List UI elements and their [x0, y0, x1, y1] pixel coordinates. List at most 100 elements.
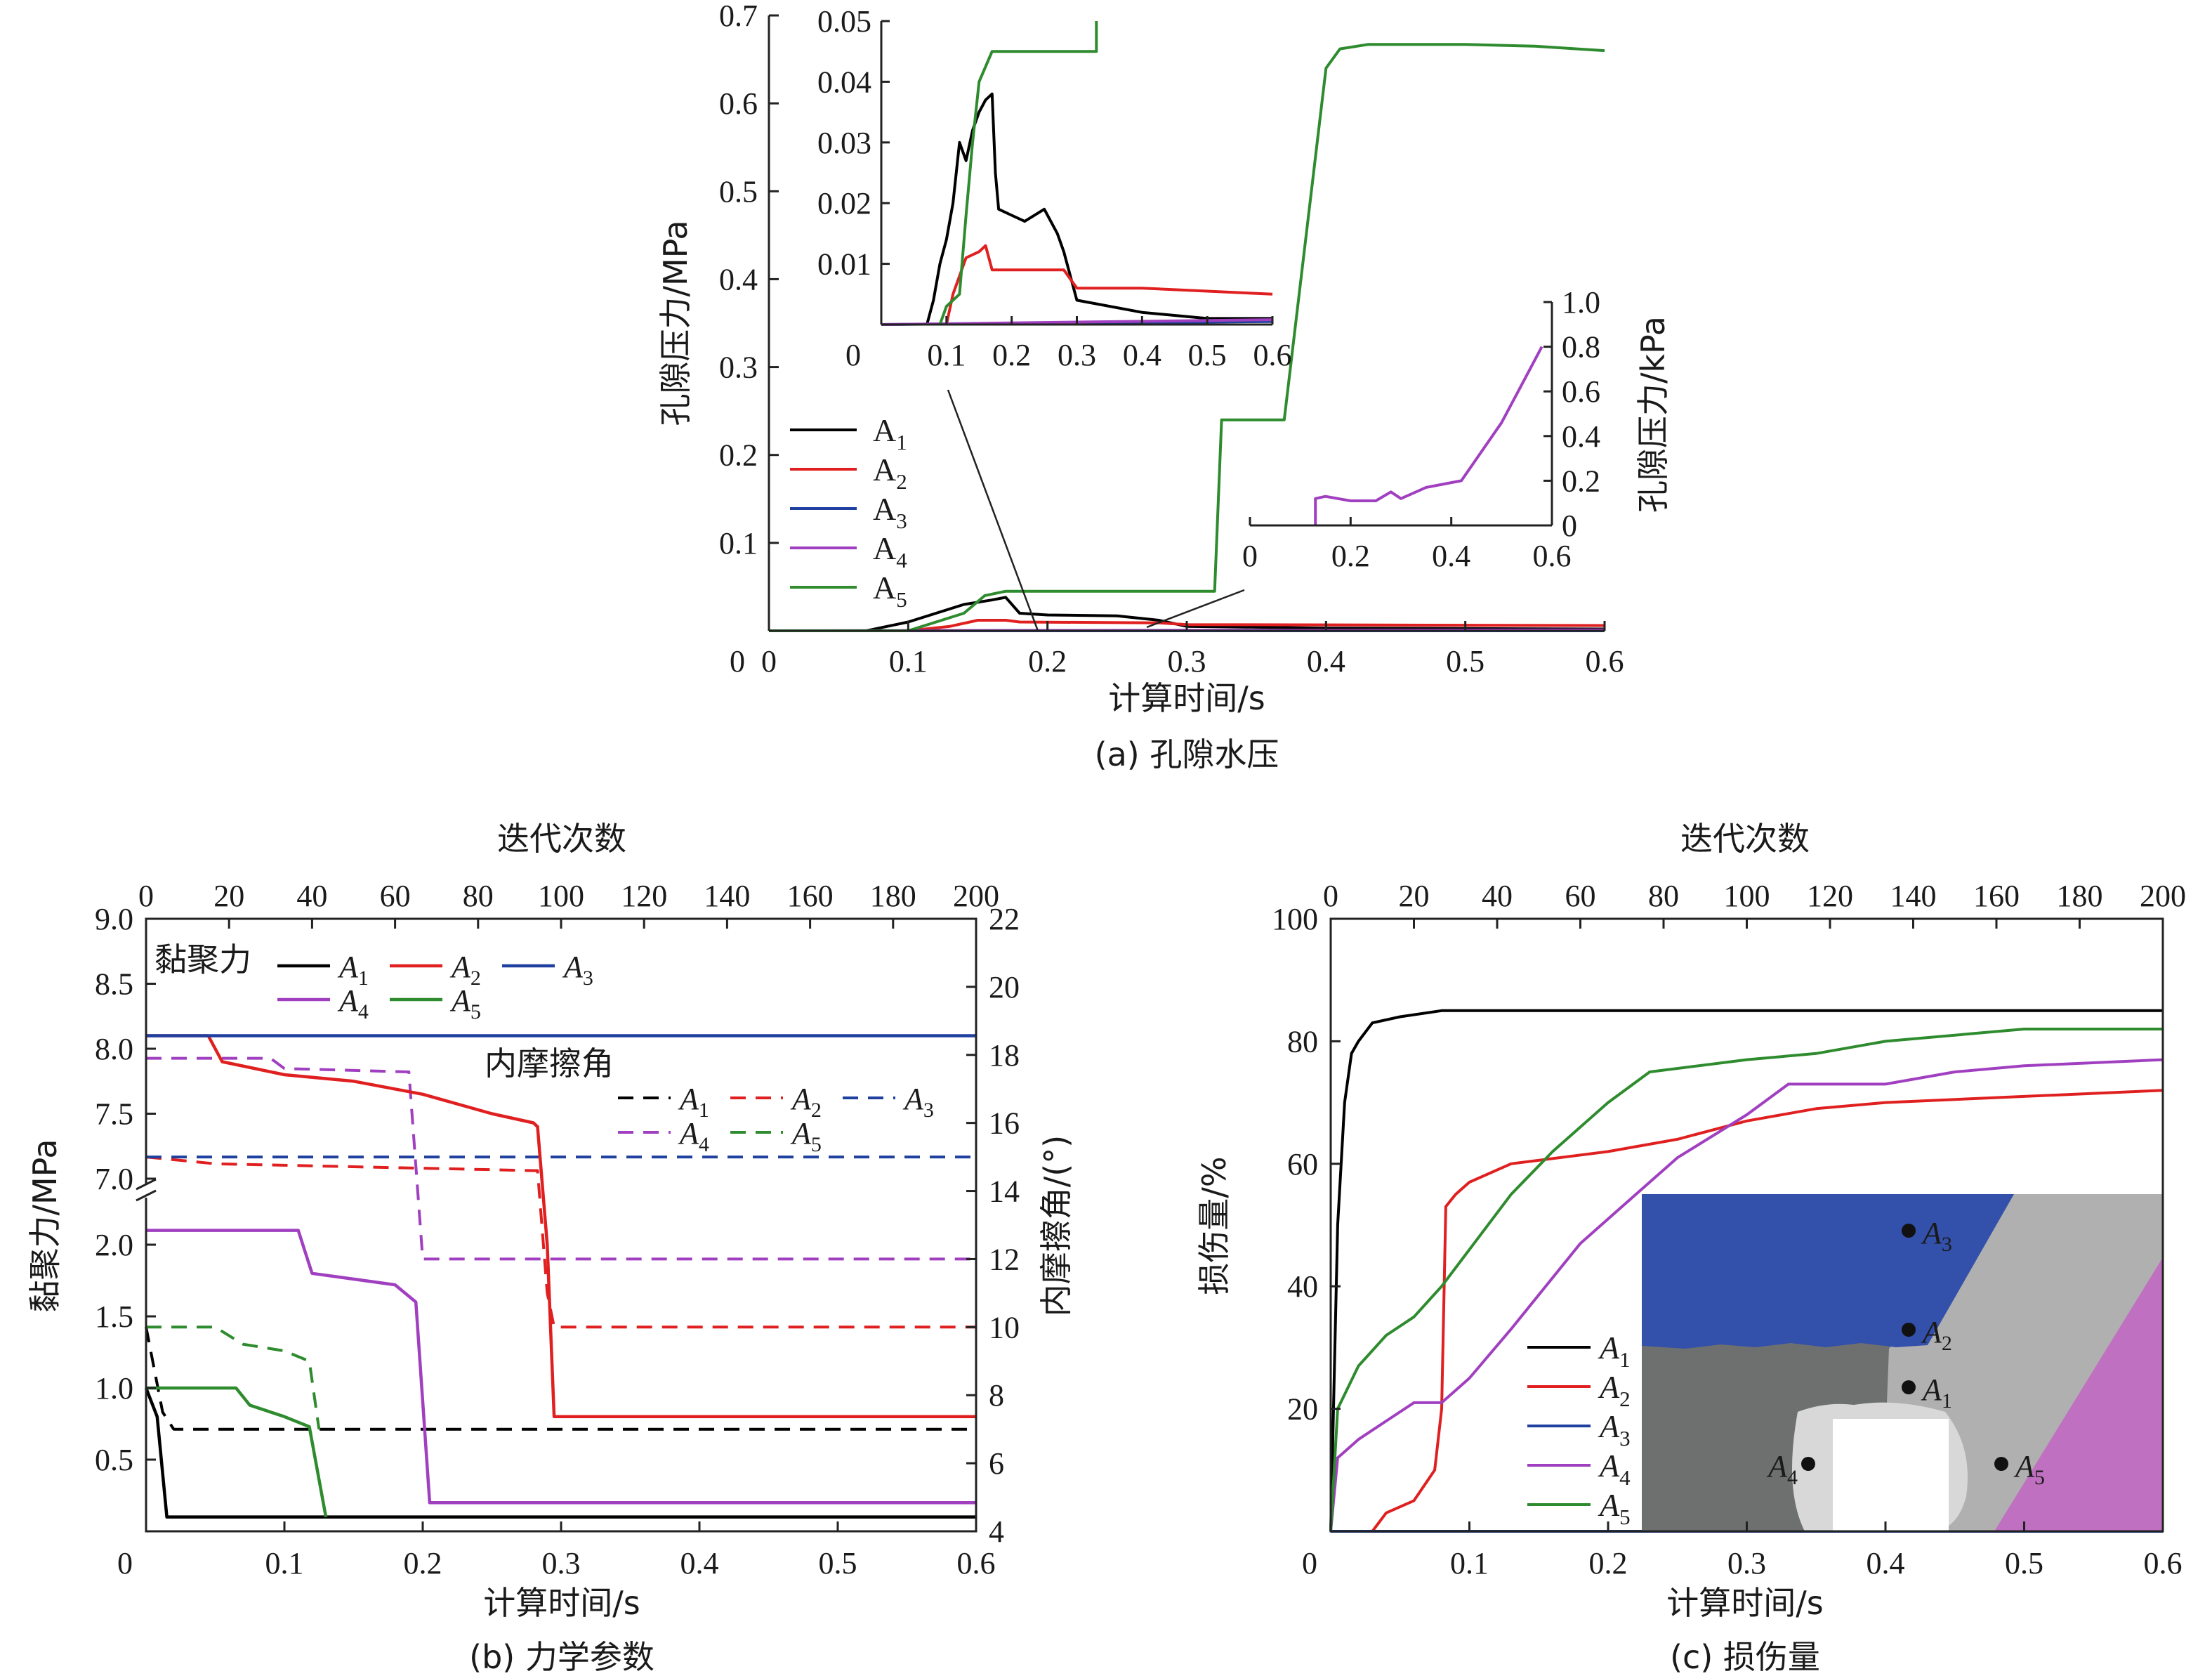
inset1-y-tick-label: 0.05 [817, 4, 871, 39]
series-line-A4 [1329, 1058, 2164, 1532]
caption-b: (b) 力学参数 [469, 1638, 654, 1676]
inset1-x-tick-label: 0.2 [992, 338, 1031, 372]
inset1-y-tick-label: 0.01 [817, 247, 871, 282]
legend-label-A2: A2 [1598, 1369, 1631, 1411]
legend-cohesion-label-A4: A4 [337, 983, 369, 1023]
y2-tick-label: 16 [989, 1106, 1020, 1141]
y2-tick-label: 14 [989, 1174, 1020, 1209]
damage-map-blue-zone [1642, 1194, 2014, 1349]
x-origin-label: 0 [117, 1546, 133, 1580]
inset1-x-tick-label: 0.6 [1253, 338, 1292, 372]
zoom-connector [1146, 589, 1245, 629]
legend-label-A5: A5 [873, 570, 907, 612]
series-line-A1 [1329, 1009, 2163, 1532]
inset2-y-tick-label: 0.6 [1562, 374, 1600, 409]
y2-axis-label: 内摩擦角/(°) [1037, 1135, 1075, 1316]
x2-tick-label: 120 [621, 879, 667, 913]
inset2-line-A4 [1314, 346, 1543, 525]
inset2-y-tick-label: 0.8 [1562, 330, 1600, 365]
x-tick-label: 0.5 [819, 1546, 857, 1580]
inset1-y-tick-label: 0.04 [817, 65, 871, 99]
y-axis-label: 黏聚力/MPa [26, 1139, 64, 1312]
x2-tick-label: 140 [1890, 879, 1937, 913]
legend-cohesion-label-A1: A1 [337, 950, 369, 990]
y-tick-label: 0.2 [719, 438, 758, 473]
x-tick-label: 0.2 [1589, 1546, 1628, 1580]
axis-break-mark [136, 1178, 157, 1191]
x-tick-label: 0.3 [542, 1546, 581, 1580]
monitor-point-label-A1: A1 [1921, 1373, 1952, 1413]
x2-tick-label: 80 [463, 879, 494, 913]
x2-tick-label: 20 [213, 879, 244, 913]
x2-tick-label: 0 [1323, 879, 1338, 913]
x2-tick-label: 20 [1399, 879, 1430, 913]
x2-axis-label: 迭代次数 [1680, 820, 1810, 858]
caption-c: (c) 损伤量 [1670, 1638, 1820, 1676]
inset1-y-tick-label: 0.03 [817, 126, 871, 160]
legend-friction-label-A2: A2 [790, 1082, 822, 1122]
monitor-point-label-A5: A5 [2013, 1449, 2045, 1489]
inset2-y-axis-label: 孔隙压力/kPa [1634, 316, 1672, 513]
friction-line-A4 [146, 1056, 976, 1261]
x-tick-label: 0.2 [404, 1546, 442, 1580]
x2-tick-label: 60 [1565, 879, 1596, 913]
inset2-x-tick-label: 0.4 [1432, 539, 1470, 573]
x-tick-label: 0.3 [1727, 1546, 1766, 1580]
inset2-y-tick-label: 0.4 [1562, 419, 1600, 454]
x2-tick-label: 160 [787, 879, 834, 913]
y2-tick-label: 8 [989, 1378, 1004, 1413]
legend-label-A2: A2 [873, 452, 907, 494]
inset1-background [881, 15, 1275, 326]
inset2-x-tick-label: 0 [1242, 539, 1258, 573]
x2-tick-label: 200 [2140, 879, 2186, 913]
legend-cohesion-label-A3: A3 [562, 950, 593, 990]
x-tick-label: 0.5 [1446, 644, 1484, 679]
legend-label-A4: A4 [1598, 1448, 1631, 1490]
monitor-point-label-A2: A2 [1921, 1315, 1952, 1355]
plot-frame [145, 917, 977, 1533]
inset1-x-tick-label: 0.4 [1123, 338, 1161, 372]
chart-a-pore-pressure: 0 0.1 0.2 0.3 0.4 0.5 0.6 0.1 0.2 0.3 0.4 0.5 0.6 0.7… [657, 0, 1672, 773]
y-tick-label: 80 [1287, 1024, 1318, 1059]
series-line-A2 [1331, 1089, 2164, 1533]
x-tick-label: 0.6 [1586, 644, 1624, 679]
inset1-x-tick-label: 0.1 [927, 338, 966, 372]
legend-cohesion-title: 黏聚力 [154, 941, 251, 978]
x2-tick-label: 140 [704, 879, 750, 913]
inset1-line-A5 [938, 21, 1098, 325]
y-tick-label: 0.7 [719, 0, 758, 33]
x2-tick-label: 60 [380, 879, 411, 913]
x2-axis-label: 迭代次数 [497, 820, 626, 858]
inset1-origin-label: 0 [845, 338, 861, 372]
legend-friction-label-A1: A1 [678, 1082, 709, 1122]
y-tick-label: 1.0 [95, 1371, 133, 1406]
zoom-connector [947, 389, 1039, 631]
series-line-A5 [1329, 1028, 2163, 1532]
y2-tick-label: 18 [989, 1038, 1020, 1073]
legend-friction-label-A5: A5 [790, 1116, 822, 1156]
monitor-point-A3 [1902, 1224, 1916, 1238]
y-tick-label: 0.6 [719, 86, 758, 121]
y-tick-label: 0.3 [719, 351, 758, 385]
cohesion-line-A2 [146, 1034, 976, 1419]
y-tick-label: 40 [1287, 1269, 1318, 1304]
axis-break-mark [136, 1189, 157, 1202]
y-tick-label: 8.0 [95, 1032, 133, 1066]
x2-tick-label: 40 [1482, 879, 1513, 913]
y-tick-label: 60 [1287, 1147, 1318, 1181]
x2-tick-label: 200 [953, 879, 999, 913]
x-tick-label: 0 [761, 644, 777, 679]
caption-a: (a) 孔隙水压 [1095, 735, 1279, 773]
x-tick-label: 0.1 [265, 1546, 304, 1580]
x-tick-label: 0.2 [1028, 644, 1067, 679]
x-tick-label: 0.6 [2144, 1546, 2183, 1580]
cohesion-line-A4 [146, 1229, 976, 1505]
x-tick-label: 0.4 [1307, 644, 1345, 679]
y-tick-label: 8.5 [95, 967, 133, 1002]
y-axis-label: 孔隙压力/MPa [657, 220, 694, 426]
x2-tick-label: 100 [1724, 879, 1770, 913]
legend-label-A1: A1 [1598, 1330, 1631, 1372]
y2-tick-label: 20 [989, 970, 1020, 1004]
legend-label-A1: A1 [873, 412, 907, 454]
